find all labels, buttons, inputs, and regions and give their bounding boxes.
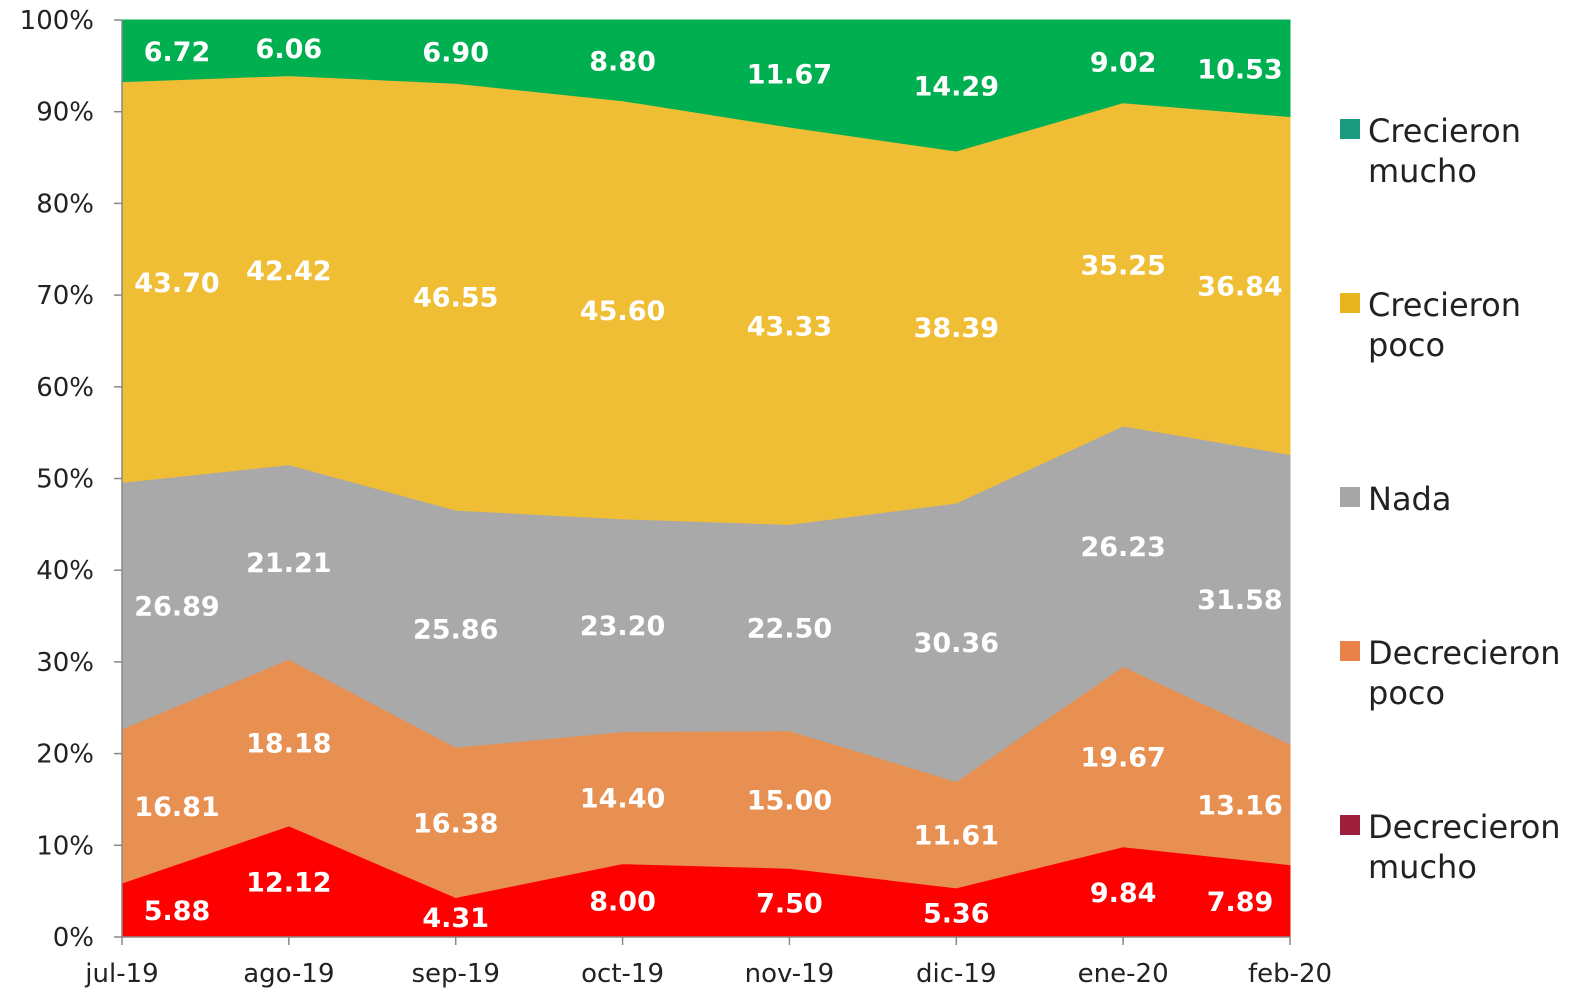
data-label-nada: 31.58 bbox=[1197, 585, 1282, 616]
data-label-crecieron-mucho: 8.80 bbox=[589, 46, 656, 77]
y-tick-label: 100% bbox=[20, 6, 94, 36]
data-label-decrecieron-mucho: 4.31 bbox=[422, 903, 489, 934]
x-tick-label: jul-19 bbox=[84, 959, 158, 989]
data-label-decrecieron-poco: 13.16 bbox=[1197, 790, 1282, 821]
legend-label: Crecieron bbox=[1368, 286, 1521, 324]
x-tick-label: sep-19 bbox=[411, 959, 500, 989]
legend-label: mucho bbox=[1368, 152, 1477, 190]
data-label-crecieron-mucho: 9.02 bbox=[1090, 47, 1157, 78]
data-label-crecieron-poco: 38.39 bbox=[914, 313, 999, 344]
legend-swatch bbox=[1340, 815, 1360, 835]
data-label-crecieron-poco: 45.60 bbox=[580, 296, 665, 327]
data-label-layer: 5.88 12.12 4.31 8.00 7.50 5.36 9.84 7.89 16.81 18… bbox=[134, 34, 1282, 934]
x-tick-label: oct-19 bbox=[581, 959, 664, 989]
data-label-crecieron-poco: 43.70 bbox=[134, 268, 219, 299]
x-tick-label: dic-19 bbox=[916, 959, 997, 989]
y-tick-label: 0% bbox=[53, 923, 94, 953]
data-label-decrecieron-poco: 16.81 bbox=[134, 792, 219, 823]
data-label-decrecieron-poco: 11.61 bbox=[914, 821, 999, 852]
data-label-nada: 30.36 bbox=[914, 628, 999, 659]
data-label-crecieron-poco: 36.84 bbox=[1197, 271, 1282, 302]
data-label-decrecieron-mucho: 5.36 bbox=[923, 898, 990, 929]
data-label-nada: 22.50 bbox=[747, 614, 832, 645]
y-tick-label: 80% bbox=[36, 189, 94, 219]
data-label-nada: 26.89 bbox=[134, 592, 219, 623]
data-label-nada: 23.20 bbox=[580, 611, 665, 642]
data-label-crecieron-mucho: 6.06 bbox=[256, 34, 323, 65]
data-label-crecieron-poco: 43.33 bbox=[747, 312, 832, 343]
data-label-crecieron-mucho: 14.29 bbox=[914, 72, 999, 103]
data-label-decrecieron-poco: 18.18 bbox=[246, 728, 331, 759]
data-label-decrecieron-mucho: 12.12 bbox=[246, 867, 331, 898]
legend-label: poco bbox=[1368, 674, 1445, 712]
data-label-decrecieron-poco: 19.67 bbox=[1080, 743, 1165, 774]
data-label-crecieron-poco: 46.55 bbox=[413, 283, 498, 314]
data-label-decrecieron-poco: 15.00 bbox=[747, 785, 832, 816]
y-tick-label: 60% bbox=[36, 373, 94, 403]
x-tick-label: feb-20 bbox=[1248, 959, 1332, 989]
y-tick-label: 10% bbox=[36, 831, 94, 861]
legend-swatch bbox=[1340, 487, 1360, 507]
legend-swatch bbox=[1340, 641, 1360, 661]
legend-label: poco bbox=[1368, 326, 1445, 364]
y-tick-label: 70% bbox=[36, 281, 94, 311]
data-label-crecieron-mucho: 11.67 bbox=[747, 60, 832, 91]
data-label-nada: 21.21 bbox=[246, 548, 331, 579]
data-label-decrecieron-mucho: 7.50 bbox=[756, 889, 823, 920]
y-tick-label: 90% bbox=[36, 98, 94, 128]
data-label-crecieron-poco: 42.42 bbox=[246, 256, 331, 287]
legend-swatch bbox=[1340, 119, 1360, 139]
y-tick-label: 30% bbox=[36, 648, 94, 678]
legend-item-nada: Nada bbox=[1340, 480, 1451, 518]
data-label-decrecieron-poco: 16.38 bbox=[413, 808, 498, 839]
data-label-crecieron-mucho: 6.90 bbox=[422, 38, 489, 69]
data-label-nada: 25.86 bbox=[413, 615, 498, 646]
x-tick-label: nov-19 bbox=[745, 959, 835, 989]
legend-label: Decrecieron bbox=[1368, 808, 1561, 846]
legend-label: Nada bbox=[1368, 480, 1451, 518]
data-label-decrecieron-mucho: 9.84 bbox=[1090, 878, 1157, 909]
data-label-crecieron-mucho: 6.72 bbox=[144, 37, 211, 68]
legend-label: mucho bbox=[1368, 848, 1477, 886]
data-label-decrecieron-poco: 14.40 bbox=[580, 784, 665, 815]
axes-layer: 0% 10% 20% 30% 40% 50% 60% 70% 80% 90% 100% jul-19 a… bbox=[20, 6, 1332, 989]
legend-label: Crecieron bbox=[1368, 112, 1521, 150]
data-label-nada: 26.23 bbox=[1080, 532, 1165, 563]
area-layer bbox=[121, 19, 1291, 938]
data-label-crecieron-mucho: 10.53 bbox=[1197, 54, 1282, 85]
data-label-decrecieron-mucho: 8.00 bbox=[589, 886, 656, 917]
data-label-decrecieron-mucho: 7.89 bbox=[1207, 887, 1274, 918]
area-crecieron-mucho bbox=[121, 19, 1291, 152]
legend: CrecieronmuchoCrecieronpocoNadaDecrecier… bbox=[1340, 112, 1561, 886]
y-tick-label: 50% bbox=[36, 465, 94, 495]
x-tick-label: ene-20 bbox=[1078, 959, 1169, 989]
y-tick-label: 40% bbox=[36, 556, 94, 586]
data-label-decrecieron-mucho: 5.88 bbox=[144, 896, 211, 927]
y-tick-label: 20% bbox=[36, 740, 94, 770]
x-tick-label: ago-19 bbox=[243, 959, 334, 989]
legend-label: Decrecieron bbox=[1368, 634, 1561, 672]
data-label-crecieron-poco: 35.25 bbox=[1080, 250, 1165, 281]
legend-swatch bbox=[1340, 293, 1360, 313]
